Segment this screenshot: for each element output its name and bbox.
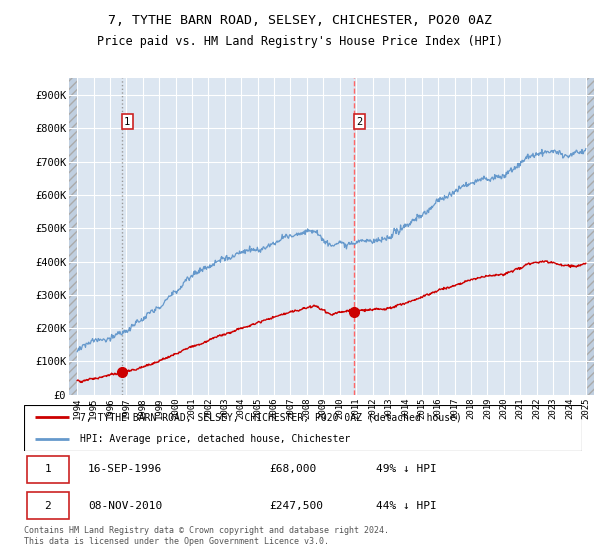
- Bar: [586, 78, 594, 395]
- Text: 7, TYTHE BARN ROAD, SELSEY, CHICHESTER, PO20 0AZ: 7, TYTHE BARN ROAD, SELSEY, CHICHESTER, …: [108, 14, 492, 27]
- Text: 44% ↓ HPI: 44% ↓ HPI: [376, 501, 436, 511]
- Text: 16-SEP-1996: 16-SEP-1996: [88, 464, 163, 474]
- Bar: [27, 455, 68, 483]
- Text: 1: 1: [44, 464, 52, 474]
- Text: £247,500: £247,500: [269, 501, 323, 511]
- Text: 2: 2: [44, 501, 52, 511]
- Text: 2: 2: [356, 116, 362, 127]
- Bar: [69, 78, 77, 395]
- Text: Contains HM Land Registry data © Crown copyright and database right 2024.
This d: Contains HM Land Registry data © Crown c…: [24, 526, 389, 546]
- Text: Price paid vs. HM Land Registry's House Price Index (HPI): Price paid vs. HM Land Registry's House …: [97, 35, 503, 48]
- Text: 49% ↓ HPI: 49% ↓ HPI: [376, 464, 436, 474]
- Text: HPI: Average price, detached house, Chichester: HPI: Average price, detached house, Chic…: [80, 435, 350, 444]
- Text: 08-NOV-2010: 08-NOV-2010: [88, 501, 163, 511]
- Text: 7, TYTHE BARN ROAD, SELSEY, CHICHESTER, PO20 0AZ (detached house): 7, TYTHE BARN ROAD, SELSEY, CHICHESTER, …: [80, 412, 461, 422]
- Bar: [27, 492, 68, 519]
- Text: £68,000: £68,000: [269, 464, 317, 474]
- Text: 1: 1: [124, 116, 130, 127]
